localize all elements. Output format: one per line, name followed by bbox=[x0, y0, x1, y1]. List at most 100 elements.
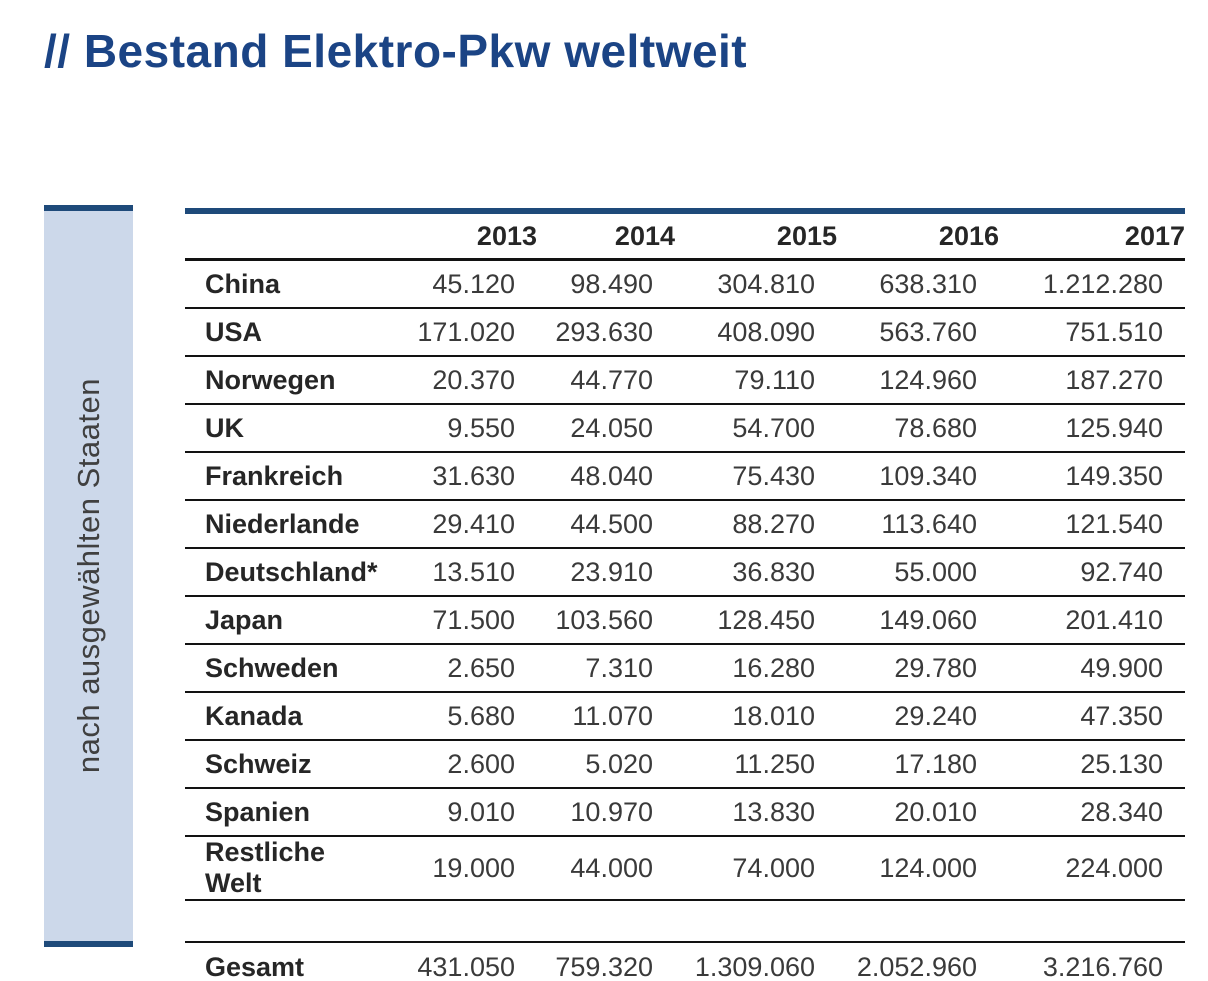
cell-value: 109.340 bbox=[837, 452, 999, 501]
spacer-row bbox=[185, 900, 1185, 942]
cell-value: 124.000 bbox=[837, 836, 999, 901]
cell-value: 29.240 bbox=[837, 692, 999, 741]
cell-value: 47.350 bbox=[999, 692, 1185, 741]
cell-value: 24.050 bbox=[537, 404, 675, 453]
cell-value: 44.770 bbox=[537, 356, 675, 405]
data-table: 2013 2014 2015 2016 2017 China 45.120 98.490 30… bbox=[185, 214, 1185, 981]
total-value: 2.052.960 bbox=[837, 941, 999, 981]
cell-value: 11.070 bbox=[537, 692, 675, 741]
cell-value: 293.630 bbox=[537, 308, 675, 357]
cell-value: 751.510 bbox=[999, 308, 1185, 357]
table-row: UK 9.550 24.050 54.700 78.680 125.940 bbox=[185, 404, 1185, 453]
cell-value: 88.270 bbox=[675, 500, 837, 549]
total-value: 1.309.060 bbox=[675, 941, 837, 981]
table-row: Restliche Welt 19.000 44.000 74.000 124.000 2… bbox=[185, 836, 1185, 901]
cell-value: 2.600 bbox=[385, 740, 537, 789]
table-row: Deutschland* 13.510 23.910 36.830 55.000 92.7… bbox=[185, 548, 1185, 597]
row-label: Japan bbox=[185, 596, 385, 645]
cell-value: 9.010 bbox=[385, 788, 537, 837]
cell-value: 103.560 bbox=[537, 596, 675, 645]
cell-value: 54.700 bbox=[675, 404, 837, 453]
cell-value: 638.310 bbox=[837, 259, 999, 309]
row-label: Restliche Welt bbox=[185, 836, 385, 901]
cell-value: 44.500 bbox=[537, 500, 675, 549]
table-row: Norwegen 20.370 44.770 79.110 124.960 187.270 bbox=[185, 356, 1185, 405]
table-row: Schweden 2.650 7.310 16.280 29.780 49.900 bbox=[185, 644, 1185, 693]
cell-value: 5.020 bbox=[537, 740, 675, 789]
table-row: Spanien 9.010 10.970 13.830 20.010 28.340 bbox=[185, 788, 1185, 837]
row-label: China bbox=[185, 259, 385, 309]
category-sidebar: nach ausgewählten Staaten bbox=[44, 205, 133, 947]
cell-value: 29.780 bbox=[837, 644, 999, 693]
row-label: USA bbox=[185, 308, 385, 357]
year-column-header: 2016 bbox=[837, 214, 999, 261]
page-title: // Bestand Elektro-Pkw weltweit bbox=[44, 25, 748, 77]
table-header: 2013 2014 2015 2016 2017 bbox=[185, 214, 1185, 261]
cell-value: 121.540 bbox=[999, 500, 1185, 549]
cell-value: 124.960 bbox=[837, 356, 999, 405]
cell-value: 92.740 bbox=[999, 548, 1185, 597]
cell-value: 563.760 bbox=[837, 308, 999, 357]
cell-value: 31.630 bbox=[385, 452, 537, 501]
cell-value: 19.000 bbox=[385, 836, 537, 901]
cell-value: 23.910 bbox=[537, 548, 675, 597]
year-column-header: 2013 bbox=[385, 214, 537, 261]
cell-value: 17.180 bbox=[837, 740, 999, 789]
table-container: 2013 2014 2015 2016 2017 China 45.120 98.490 30… bbox=[185, 208, 1185, 981]
cell-value: 20.370 bbox=[385, 356, 537, 405]
cell-value: 11.250 bbox=[675, 740, 837, 789]
cell-value: 2.650 bbox=[385, 644, 537, 693]
row-label: Spanien bbox=[185, 788, 385, 837]
spacer-cell bbox=[185, 900, 1185, 942]
cell-value: 201.410 bbox=[999, 596, 1185, 645]
row-label: Schweden bbox=[185, 644, 385, 693]
row-label: UK bbox=[185, 404, 385, 453]
cell-value: 171.020 bbox=[385, 308, 537, 357]
table-top-accent-bar bbox=[185, 208, 1185, 214]
total-value: 431.050 bbox=[385, 941, 537, 981]
cell-value: 78.680 bbox=[837, 404, 999, 453]
row-label: Deutschland* bbox=[185, 548, 385, 597]
table-body: China 45.120 98.490 304.810 638.310 1.212.280… bbox=[185, 259, 1185, 981]
cell-value: 75.430 bbox=[675, 452, 837, 501]
cell-value: 71.500 bbox=[385, 596, 537, 645]
table-row: Frankreich 31.630 48.040 75.430 109.340 149.3… bbox=[185, 452, 1185, 501]
total-label: Gesamt bbox=[185, 941, 385, 981]
cell-value: 187.270 bbox=[999, 356, 1185, 405]
cell-value: 36.830 bbox=[675, 548, 837, 597]
table-row: China 45.120 98.490 304.810 638.310 1.212.280 bbox=[185, 259, 1185, 309]
cell-value: 10.970 bbox=[537, 788, 675, 837]
table-row: Japan 71.500 103.560 128.450 149.060 201.410 bbox=[185, 596, 1185, 645]
cell-value: 125.940 bbox=[999, 404, 1185, 453]
cell-value: 29.410 bbox=[385, 500, 537, 549]
cell-value: 45.120 bbox=[385, 259, 537, 309]
header-row: 2013 2014 2015 2016 2017 bbox=[185, 214, 1185, 261]
table-row: Niederlande 29.410 44.500 88.270 113.640 121.… bbox=[185, 500, 1185, 549]
year-column-header: 2014 bbox=[537, 214, 675, 261]
cell-value: 13.510 bbox=[385, 548, 537, 597]
cell-value: 18.010 bbox=[675, 692, 837, 741]
cell-value: 20.010 bbox=[837, 788, 999, 837]
row-label: Norwegen bbox=[185, 356, 385, 405]
row-label: Niederlande bbox=[185, 500, 385, 549]
cell-value: 224.000 bbox=[999, 836, 1185, 901]
cell-value: 98.490 bbox=[537, 259, 675, 309]
cell-value: 49.900 bbox=[999, 644, 1185, 693]
total-value: 759.320 bbox=[537, 941, 675, 981]
table-row: USA 171.020 293.630 408.090 563.760 751.510 bbox=[185, 308, 1185, 357]
cell-value: 74.000 bbox=[675, 836, 837, 901]
cell-value: 113.640 bbox=[837, 500, 999, 549]
table-row: Schweiz 2.600 5.020 11.250 17.180 25.130 bbox=[185, 740, 1185, 789]
row-label: Schweiz bbox=[185, 740, 385, 789]
cell-value: 25.130 bbox=[999, 740, 1185, 789]
year-column-header: 2017 bbox=[999, 214, 1185, 261]
cell-value: 9.550 bbox=[385, 404, 537, 453]
cell-value: 44.000 bbox=[537, 836, 675, 901]
cell-value: 149.060 bbox=[837, 596, 999, 645]
cell-value: 149.350 bbox=[999, 452, 1185, 501]
year-column-header: 2015 bbox=[675, 214, 837, 261]
row-label: Kanada bbox=[185, 692, 385, 741]
cell-value: 13.830 bbox=[675, 788, 837, 837]
row-label: Frankreich bbox=[185, 452, 385, 501]
